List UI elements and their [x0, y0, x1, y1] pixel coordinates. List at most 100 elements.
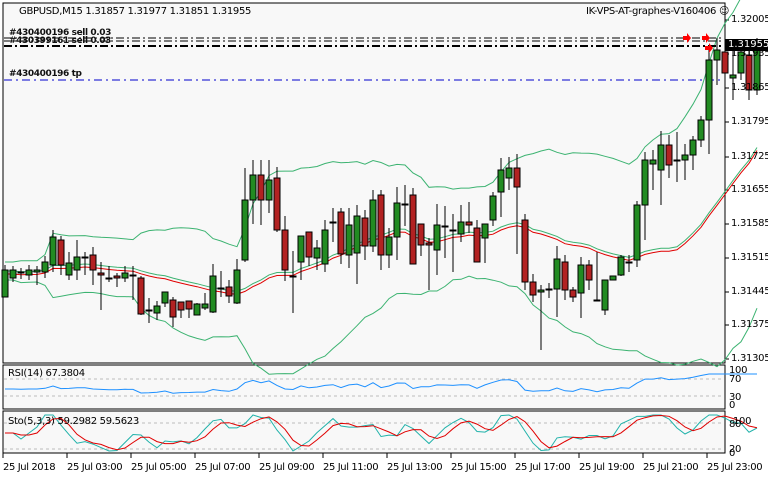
bear-candle	[473, 227, 481, 263]
bear-candle	[585, 264, 593, 281]
bear-candle	[177, 301, 185, 311]
bear-candle	[665, 144, 673, 166]
rsi-level-30: 30	[729, 392, 742, 403]
trade-arrow-icon	[705, 43, 713, 53]
stoch-signal-line	[5, 414, 758, 451]
bull-candle	[537, 289, 545, 293]
order-line-label[interactable]: #430399161 sell 0.03	[9, 36, 112, 46]
ea-name: IK-VPS-AT-graphes-V160406	[586, 6, 717, 17]
bear-candle	[401, 203, 409, 206]
bull-candle	[369, 199, 377, 247]
bear-candle	[409, 194, 417, 265]
bull-candle	[153, 305, 161, 314]
bear-candle	[337, 211, 345, 255]
bull-candle	[41, 261, 49, 273]
bear-candle	[169, 299, 177, 318]
stoch-level-0: 0	[729, 448, 736, 459]
bull-candle	[73, 256, 81, 271]
bear-candle	[593, 299, 601, 302]
bull-candle	[249, 174, 257, 201]
tp-line-label[interactable]: #430400196 tp	[9, 69, 82, 79]
bear-candle	[329, 221, 337, 224]
bear-candle	[465, 221, 473, 226]
bear-candle	[625, 261, 633, 264]
time-tick-label: 25 Jul 05:00	[131, 462, 187, 473]
bear-candle	[745, 54, 753, 91]
price-tick-label: 1.31655	[731, 184, 768, 195]
order-line-label[interactable]: #430400196 sell 0.03	[9, 28, 112, 38]
bull-candle	[161, 291, 169, 304]
trade-arrow-icon	[683, 33, 691, 43]
bear-candle	[721, 51, 729, 74]
time-tick-label: 25 Jul 19:00	[579, 462, 635, 473]
time-tick-label: 25 Jul 09:00	[259, 462, 315, 473]
price-tick-label: 1.31375	[731, 319, 768, 330]
bull-candle	[265, 179, 273, 201]
bear-candle	[113, 275, 121, 279]
main-pane	[2, 2, 726, 364]
rsi-line	[5, 373, 757, 394]
bear-candle	[89, 254, 97, 271]
trade-arrow-icon	[702, 33, 710, 43]
price-tick-label: 1.31725	[731, 151, 768, 162]
price-tick-label: 1.31865	[731, 82, 768, 93]
price-tick-label: 1.31445	[731, 286, 768, 297]
bear-candle	[217, 287, 225, 290]
bull-candle	[121, 272, 129, 279]
bull-candle	[321, 229, 329, 265]
price-tick-label: 1.31515	[731, 252, 768, 263]
bear-candle	[569, 289, 577, 298]
bear-candle	[441, 225, 449, 228]
bull-candle	[393, 202, 401, 238]
bear-candle	[377, 194, 385, 256]
bull-candle	[193, 303, 201, 316]
rsi-level-100: 100	[729, 365, 748, 376]
bull-candle	[633, 204, 641, 261]
bull-candle	[345, 224, 353, 256]
bear-candle	[57, 239, 65, 266]
bear-candle	[281, 229, 289, 271]
bull-candle	[601, 279, 609, 311]
bull-candle	[689, 139, 697, 156]
time-tick-label: 25 Jul 17:00	[515, 462, 571, 473]
bull-candle	[49, 236, 57, 266]
bull-candle	[705, 59, 713, 121]
bear-candle	[417, 223, 425, 246]
price-tick-label: 1.31305	[731, 353, 768, 364]
bull-candle	[353, 215, 361, 254]
rsi-pane	[2, 364, 726, 410]
bull-candle	[545, 288, 553, 291]
bull-candle	[505, 167, 513, 179]
bull-candle	[233, 269, 241, 304]
bull-candle	[657, 144, 665, 171]
bull-candle	[489, 195, 497, 221]
bear-candle	[97, 272, 105, 276]
bull-candle	[33, 269, 41, 273]
bull-candle	[433, 224, 441, 251]
bear-candle	[273, 177, 281, 231]
bull-candle	[297, 235, 305, 263]
bull-candle	[609, 275, 617, 281]
time-tick-label: 25 Jul 03:00	[67, 462, 123, 473]
time-tick-label: 25 Jul 21:00	[643, 462, 699, 473]
bull-candle	[1, 269, 9, 298]
current-price-badge: 1.31955	[725, 39, 768, 51]
rsi-label: RSI(14) 67.3804	[8, 368, 85, 379]
bull-candle	[17, 271, 25, 274]
bear-candle	[513, 167, 521, 188]
bollinger-lower	[5, 275, 758, 375]
bull-candle	[713, 49, 721, 61]
bear-candle	[449, 229, 457, 232]
stoch-level-100: 100	[733, 416, 752, 427]
time-tick-label: 25 Jul 2018	[3, 462, 56, 473]
bull-candle	[385, 236, 393, 256]
bull-candle	[201, 303, 209, 309]
bear-candle	[185, 300, 193, 310]
rsi-level-0: 0	[729, 400, 736, 411]
bear-candle	[81, 256, 89, 259]
symbol-info: GBPUSD,M15 1.31857 1.31977 1.31851 1.319…	[19, 6, 252, 17]
bear-candle	[529, 281, 537, 296]
bull-candle	[9, 269, 17, 279]
bear-candle	[425, 242, 433, 246]
